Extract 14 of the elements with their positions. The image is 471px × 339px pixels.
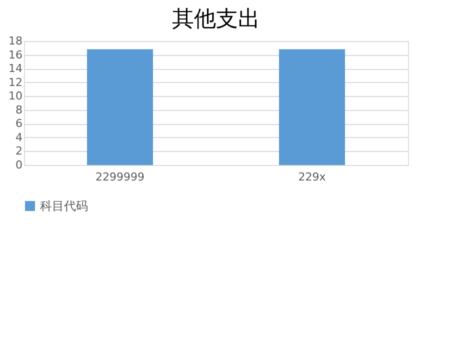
y-tick-label: 18 (8, 34, 22, 48)
chart-title: 其他支出 (172, 7, 260, 32)
y-tick-label: 12 (8, 76, 22, 89)
y-tick-label: 0 (16, 158, 22, 172)
y-tick-label: 2 (16, 144, 22, 158)
y-tick-label: 10 (8, 90, 22, 103)
legend-label: 科目代码 (40, 199, 88, 213)
y-tick-label: 6 (16, 117, 22, 130)
y-tick-label: 8 (16, 103, 22, 116)
y-tick-label: 4 (16, 130, 22, 144)
y-tick-label: 16 (8, 48, 22, 62)
x-tick-label: 229x (298, 170, 326, 184)
x-tick-label: 2299999 (96, 170, 144, 184)
y-tick-label: 14 (8, 62, 22, 76)
